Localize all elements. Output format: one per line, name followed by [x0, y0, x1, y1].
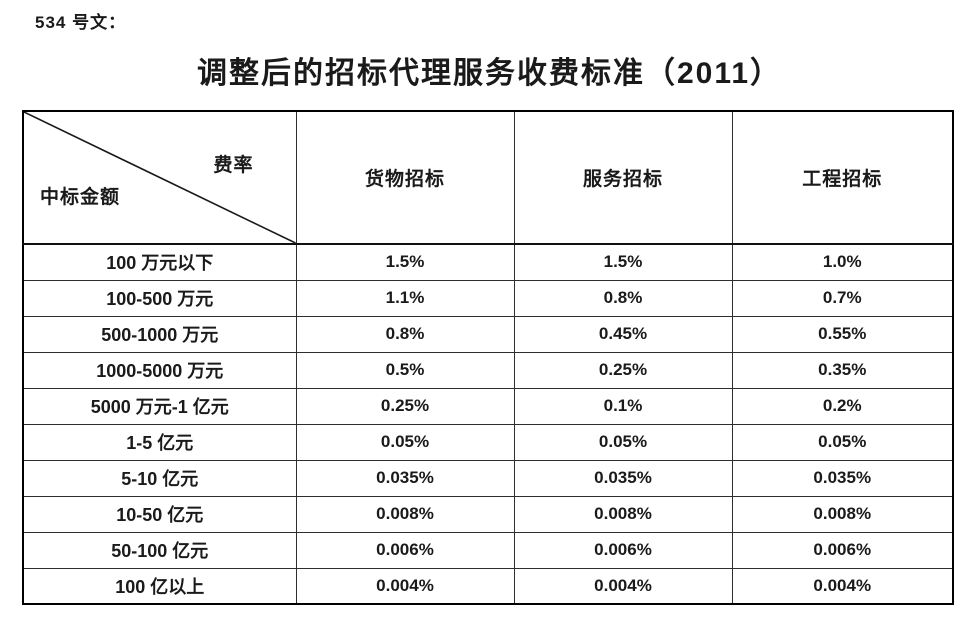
- row-label: 100 万元以下: [22, 243, 297, 281]
- row-label: 1000-5000 万元: [22, 351, 297, 389]
- rate-cell: 1.5%: [513, 243, 733, 281]
- page-title: 调整后的招标代理服务收费标准（2011）: [196, 57, 783, 90]
- rate-cell: 0.05%: [295, 423, 515, 461]
- row-label: 1-5 亿元: [22, 423, 297, 461]
- rate-cell: 0.004%: [513, 567, 733, 605]
- row-label: 10-50 亿元: [22, 495, 297, 533]
- row-label: 500-1000 万元: [22, 315, 297, 353]
- rate-cell: 1.5%: [295, 243, 515, 281]
- rate-cell: 0.035%: [295, 459, 515, 497]
- corner-label-rate: 费率: [213, 155, 254, 176]
- column-header-service: 服务招标: [513, 110, 733, 245]
- rate-cell: 0.2%: [731, 387, 954, 425]
- table-row: 50-100 亿元 0.006% 0.006% 0.006%: [22, 531, 954, 569]
- rate-cell: 0.008%: [513, 495, 733, 533]
- rate-cell: 0.25%: [513, 351, 733, 389]
- document-number-label: 534 号文：: [35, 13, 127, 32]
- rate-cell: 1.0%: [731, 243, 954, 281]
- rate-cell: 0.45%: [513, 315, 733, 353]
- rate-cell: 1.1%: [295, 279, 515, 317]
- rate-cell: 0.1%: [513, 387, 733, 425]
- table-row: 100 亿以上 0.004% 0.004% 0.004%: [22, 567, 954, 605]
- row-label: 5000 万元-1 亿元: [22, 387, 297, 425]
- rate-cell: 0.006%: [513, 531, 733, 569]
- rate-cell: 0.006%: [295, 531, 515, 569]
- rate-cell: 0.7%: [731, 279, 954, 317]
- column-header-engineering: 工程招标: [731, 110, 954, 245]
- rate-cell: 0.004%: [295, 567, 515, 605]
- rate-cell: 0.008%: [295, 495, 515, 533]
- row-label: 5-10 亿元: [22, 459, 297, 497]
- table-row: 1-5 亿元 0.05% 0.05% 0.05%: [22, 423, 954, 461]
- table-row: 100 万元以下 1.5% 1.5% 1.0%: [22, 243, 954, 281]
- rate-cell: 0.8%: [513, 279, 733, 317]
- header-row: 费率 中标金额 货物招标 服务招标 工程招标: [22, 110, 954, 245]
- row-label: 100 亿以上: [22, 567, 297, 605]
- table-row: 500-1000 万元 0.8% 0.45% 0.55%: [22, 315, 954, 353]
- row-label: 100-500 万元: [22, 279, 297, 317]
- corner-label-amount: 中标金额: [40, 187, 121, 208]
- rate-cell: 0.5%: [295, 351, 515, 389]
- diagonal-header-cell: 费率 中标金额: [22, 110, 297, 245]
- rate-cell: 0.006%: [731, 531, 954, 569]
- diagonal-line: [24, 112, 296, 243]
- row-label: 50-100 亿元: [22, 531, 297, 569]
- table-row: 100-500 万元 1.1% 0.8% 0.7%: [22, 279, 954, 317]
- table-row: 1000-5000 万元 0.5% 0.25% 0.35%: [22, 351, 954, 389]
- table-row: 5000 万元-1 亿元 0.25% 0.1% 0.2%: [22, 387, 954, 425]
- table-row: 5-10 亿元 0.035% 0.035% 0.035%: [22, 459, 954, 497]
- rate-cell: 0.004%: [731, 567, 954, 605]
- rate-cell: 0.55%: [731, 315, 954, 353]
- rate-cell: 0.008%: [731, 495, 954, 533]
- rate-cell: 0.35%: [731, 351, 954, 389]
- rate-cell: 0.035%: [731, 459, 954, 497]
- rate-cell: 0.05%: [731, 423, 954, 461]
- table-row: 10-50 亿元 0.008% 0.008% 0.008%: [22, 495, 954, 533]
- rate-cell: 0.8%: [295, 315, 515, 353]
- fee-standard-table: 费率 中标金额 货物招标 服务招标 工程招标 100 万元以下 1.5% 1.5…: [22, 110, 954, 605]
- rate-cell: 0.035%: [513, 459, 733, 497]
- rate-cell: 0.25%: [295, 387, 515, 425]
- rate-cell: 0.05%: [513, 423, 733, 461]
- column-header-goods: 货物招标: [295, 110, 515, 245]
